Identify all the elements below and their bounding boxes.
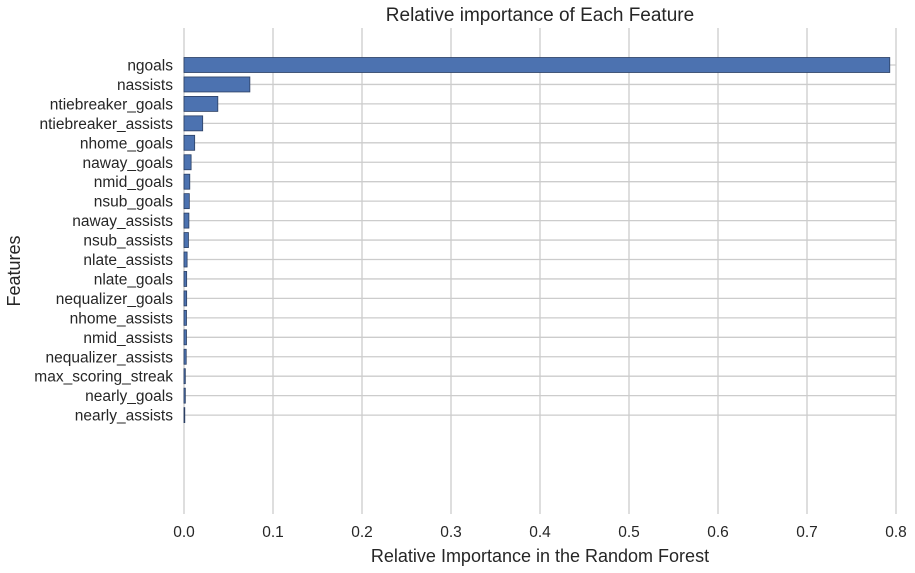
y-tick-label: max_scoring_streak [34, 369, 173, 386]
y-tick-labels: ngoals nassists ntiebreaker_goals ntiebreak… [34, 58, 173, 425]
bar-nmid-goals [183, 173, 191, 190]
y-tick-label: nassists [117, 77, 173, 94]
bar-ntiebreaker-assists [183, 115, 204, 132]
bar-ntiebreaker-goals [183, 96, 219, 112]
bars [183, 57, 891, 424]
bar-nlate-assists [183, 251, 188, 268]
x-tick-label: 0.6 [707, 524, 729, 541]
x-tick-labels: 0.0 0.1 0.2 0.3 0.4 0.5 0.6 0.7 0.8 [173, 524, 907, 541]
bar-nsub-assists [183, 232, 189, 248]
bar-nearly-goals [183, 387, 186, 404]
y-tick-label: ntiebreaker_goals [50, 96, 173, 113]
x-tick-label: 0.5 [618, 524, 640, 541]
chart-title: Relative importance of Each Feature [386, 5, 694, 26]
bar-nhome-goals [183, 134, 196, 151]
x-tick-label: 0.3 [440, 524, 462, 541]
x-tick-label: 0.1 [262, 524, 284, 541]
y-tick-label: nhome_goals [80, 135, 173, 152]
bar-nsub-goals [183, 193, 190, 210]
y-tick-label: nmid_assists [83, 330, 173, 347]
bar-nassists [183, 76, 251, 93]
y-tick-label: ntiebreaker_assists [39, 116, 173, 133]
x-tick-label: 0.2 [351, 524, 373, 541]
y-tick-label: nequalizer_assists [45, 349, 173, 366]
y-tick-label: nlate_goals [94, 271, 174, 288]
y-tick-label: nsub_assists [83, 233, 173, 250]
y-tick-label: nequalizer_goals [56, 291, 173, 308]
x-axis-label: Relative Importance in the Random Forest [371, 546, 709, 566]
bar-nearly-assists [183, 407, 186, 424]
x-tick-label: 0.8 [885, 524, 907, 541]
y-tick-label: ngoals [127, 58, 173, 75]
y-tick-label: nmid_goals [94, 174, 174, 191]
y-tick-label: nhome_assists [70, 310, 174, 327]
y-tick-label: nsub_goals [94, 194, 174, 211]
x-tick-label: 0.4 [529, 524, 551, 541]
x-tick-label: 0.0 [173, 524, 195, 541]
y-tick-label: nearly_assists [75, 408, 173, 425]
y-tick-label: nearly_goals [85, 388, 173, 405]
bar-nhome-assists [183, 309, 187, 326]
bar-nequalizer-goals [183, 290, 188, 307]
bar-nmid-assists [183, 329, 187, 346]
y-tick-label: naway_assists [72, 213, 173, 230]
bar-ngoals [183, 57, 891, 73]
bar-naway-goals [183, 154, 192, 171]
y-tick-label: naway_goals [83, 155, 174, 172]
bar-nequalizer-assists [183, 348, 187, 365]
x-tick-label: 0.7 [796, 524, 818, 541]
y-axis-label: Features [4, 235, 24, 306]
bar-naway-assists [183, 212, 190, 229]
y-tick-label: nlate_assists [83, 252, 173, 269]
bar-nlate-goals [183, 271, 188, 287]
bar-max-scoring-streak [183, 368, 186, 385]
